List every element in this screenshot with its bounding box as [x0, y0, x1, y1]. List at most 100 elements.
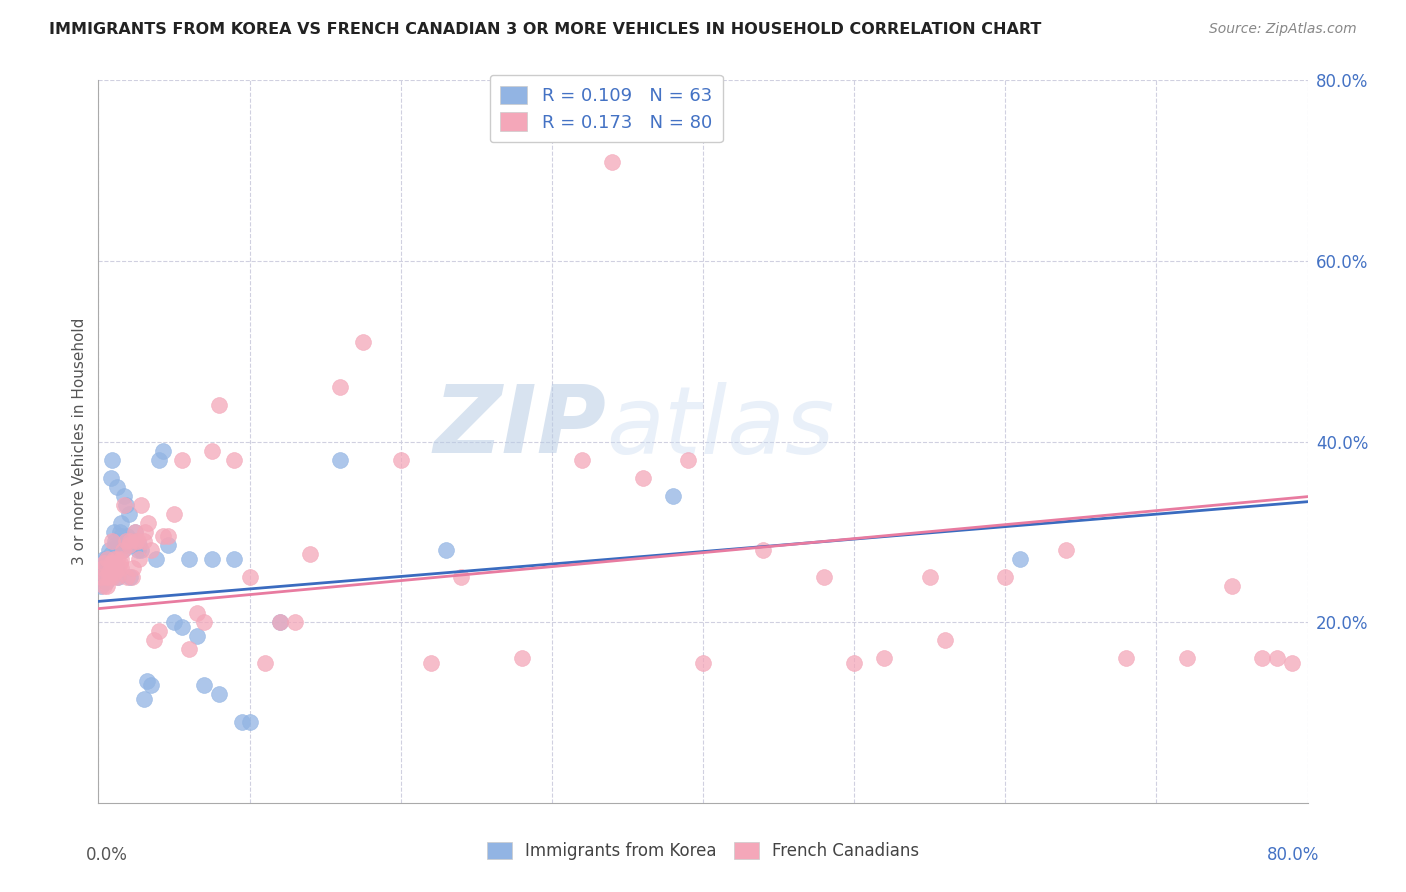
Point	[108, 524, 131, 539]
Point	[105, 570, 128, 584]
Point	[93, 561, 115, 575]
Point	[284, 615, 307, 630]
Point	[128, 538, 150, 552]
Point	[121, 570, 143, 584]
Point	[1010, 552, 1032, 566]
Point	[141, 542, 163, 557]
Point	[329, 380, 352, 394]
Point	[269, 615, 291, 630]
Point	[103, 561, 125, 575]
Point	[201, 552, 224, 566]
Text: Source: ZipAtlas.com: Source: ZipAtlas.com	[1209, 22, 1357, 37]
Point	[170, 620, 193, 634]
Point	[253, 656, 276, 670]
Point	[124, 524, 146, 539]
Point	[571, 452, 593, 467]
Point	[136, 516, 159, 530]
Point	[239, 714, 262, 729]
Point	[114, 533, 136, 548]
Point	[107, 538, 129, 552]
Text: IMMIGRANTS FROM KOREA VS FRENCH CANADIAN 3 OR MORE VEHICLES IN HOUSEHOLD CORRELA: IMMIGRANTS FROM KOREA VS FRENCH CANADIAN…	[49, 22, 1042, 37]
Point	[94, 552, 117, 566]
Point	[98, 570, 121, 584]
Point	[934, 633, 956, 648]
Point	[134, 524, 156, 539]
Point	[1054, 542, 1077, 557]
Point	[118, 507, 141, 521]
Point	[129, 498, 152, 512]
Point	[1220, 579, 1243, 593]
Point	[269, 615, 291, 630]
Point	[90, 570, 112, 584]
Text: 80.0%: 80.0%	[1267, 847, 1320, 864]
Point	[100, 557, 122, 571]
Point	[115, 529, 138, 543]
Point	[93, 552, 115, 566]
Point	[118, 538, 141, 552]
Point	[108, 533, 131, 548]
Point	[193, 615, 215, 630]
Point	[93, 579, 115, 593]
Point	[132, 692, 155, 706]
Point	[94, 574, 117, 589]
Point	[91, 566, 114, 580]
Point	[103, 552, 125, 566]
Point	[129, 542, 152, 557]
Point	[170, 452, 193, 467]
Point	[1251, 651, 1274, 665]
Point	[186, 629, 208, 643]
Point	[224, 552, 246, 566]
Point	[201, 443, 224, 458]
Point	[239, 570, 262, 584]
Point	[143, 633, 166, 648]
Point	[122, 533, 145, 548]
Point	[104, 533, 127, 548]
Point	[231, 714, 253, 729]
Point	[111, 542, 134, 557]
Point	[101, 533, 124, 548]
Point	[994, 570, 1017, 584]
Point	[186, 606, 208, 620]
Point	[101, 570, 124, 584]
Point	[156, 538, 179, 552]
Point	[122, 561, 145, 575]
Point	[100, 548, 122, 562]
Point	[420, 656, 443, 670]
Point	[107, 570, 129, 584]
Point	[127, 542, 149, 557]
Point	[752, 542, 775, 557]
Point	[389, 452, 412, 467]
Point	[105, 561, 128, 575]
Point	[96, 566, 118, 580]
Legend: Immigrants from Korea, French Canadians: Immigrants from Korea, French Canadians	[481, 835, 925, 867]
Point	[93, 557, 115, 571]
Point	[844, 656, 866, 670]
Point	[110, 529, 132, 543]
Point	[98, 542, 121, 557]
Point	[105, 552, 128, 566]
Point	[101, 561, 124, 575]
Point	[96, 579, 118, 593]
Point	[98, 566, 121, 580]
Point	[631, 471, 654, 485]
Point	[90, 579, 112, 593]
Point	[124, 524, 146, 539]
Point	[104, 566, 127, 580]
Point	[179, 642, 201, 657]
Point	[108, 557, 131, 571]
Point	[163, 507, 186, 521]
Point	[127, 533, 149, 548]
Point	[94, 570, 117, 584]
Point	[110, 552, 132, 566]
Point	[110, 561, 132, 575]
Point	[103, 552, 125, 566]
Point	[1115, 651, 1137, 665]
Point	[141, 678, 163, 692]
Point	[179, 552, 201, 566]
Point	[329, 452, 352, 467]
Point	[94, 570, 117, 584]
Point	[145, 552, 167, 566]
Point	[91, 557, 114, 571]
Point	[510, 651, 533, 665]
Point	[299, 548, 322, 562]
